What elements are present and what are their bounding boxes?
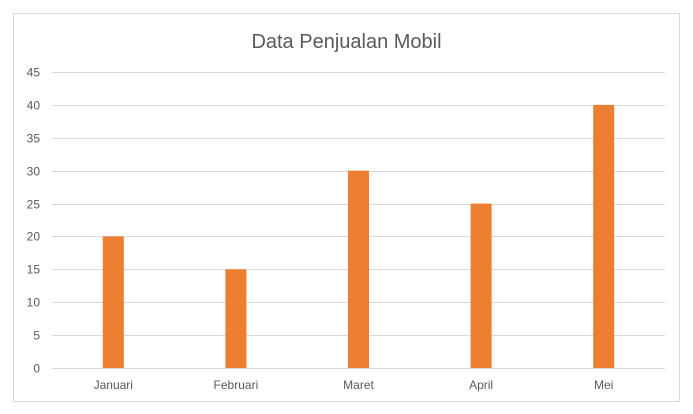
bars bbox=[102, 104, 615, 369]
y-tick-label: 10 bbox=[27, 296, 41, 310]
y-tick-label: 0 bbox=[33, 362, 40, 376]
bar-januari bbox=[102, 236, 124, 368]
x-tick-label-maret: Maret bbox=[343, 378, 374, 392]
bar-april bbox=[470, 203, 492, 368]
x-tick-label-februari: Februari bbox=[214, 378, 259, 392]
y-tick-label: 45 bbox=[27, 66, 41, 80]
x-tick-label-april: April bbox=[469, 378, 493, 392]
y-tick-label: 5 bbox=[33, 329, 40, 343]
chart-title: Data Penjualan Mobil bbox=[251, 31, 442, 53]
y-tick-label: 15 bbox=[27, 263, 41, 277]
x-tick-label-januari: Januari bbox=[94, 378, 133, 392]
chart-frame bbox=[13, 13, 680, 402]
x-tick-label-mei: Mei bbox=[594, 378, 613, 392]
bar-mei bbox=[593, 104, 615, 369]
y-axis-ticks: 0 5 10 15 20 25 30 35 40 45 bbox=[27, 66, 41, 376]
bar-maret bbox=[348, 170, 369, 368]
x-axis-ticks: Januari Februari Maret April Mei bbox=[94, 378, 614, 392]
y-tick-label: 20 bbox=[27, 230, 41, 244]
y-tick-label: 40 bbox=[27, 99, 41, 113]
y-tick-label: 30 bbox=[27, 165, 41, 179]
y-tick-label: 35 bbox=[27, 132, 41, 146]
bar-februari bbox=[225, 269, 247, 368]
y-tick-label: 25 bbox=[27, 198, 41, 212]
